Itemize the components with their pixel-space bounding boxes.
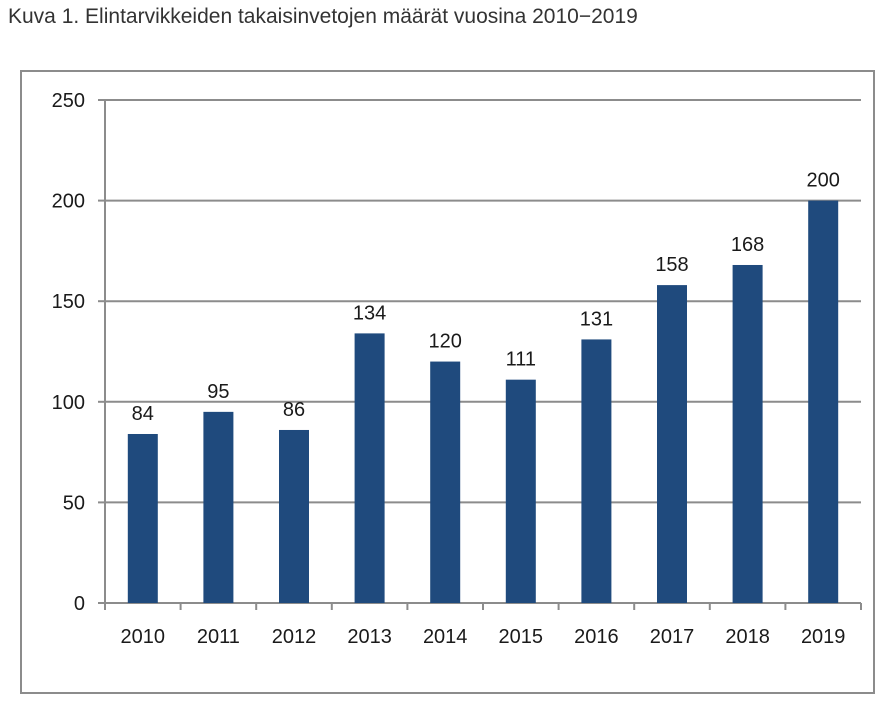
bar-2010	[127, 433, 158, 603]
data-label-2015: 111	[506, 349, 536, 371]
y-tick-label: 50	[63, 492, 85, 514]
bar-2012	[279, 429, 309, 603]
x-tick-label: 2016	[574, 626, 619, 648]
y-tick-label: 0	[74, 593, 85, 615]
y-tick-label: 200	[52, 191, 85, 213]
bar-2011	[203, 411, 234, 603]
x-tick-label: 2015	[499, 626, 544, 648]
data-label-2011: 95	[207, 381, 229, 403]
y-tick-label: 100	[52, 392, 85, 414]
bar-2015	[505, 379, 536, 603]
data-label-2017: 158	[655, 254, 688, 276]
x-tick-label: 2017	[650, 626, 695, 648]
data-label-2012: 86	[283, 399, 305, 421]
x-tick-label: 2018	[725, 626, 770, 648]
bar-2019	[808, 200, 839, 603]
data-label-2016: 131	[580, 308, 613, 330]
bar-2016	[581, 339, 612, 603]
y-tick-label: 250	[52, 90, 85, 112]
x-tick-label: 2013	[347, 626, 392, 648]
x-tick-label: 2010	[121, 626, 166, 648]
y-tick-label: 150	[52, 291, 85, 313]
data-label-2019: 200	[807, 170, 840, 192]
x-tick-label: 2019	[801, 626, 846, 648]
bar-2017	[657, 285, 687, 603]
figure-caption: Kuva 1. Elintarvikkeiden takaisinvetojen…	[8, 5, 638, 28]
bar-2014	[430, 361, 461, 603]
data-label-2013: 134	[353, 302, 386, 324]
data-label-2014: 120	[429, 331, 462, 353]
data-label-2018: 168	[731, 234, 764, 256]
bar-2013	[354, 333, 385, 603]
x-tick-label: 2012	[272, 626, 317, 648]
bar-2018	[732, 264, 763, 603]
x-tick-label: 2014	[423, 626, 468, 648]
data-label-2010: 84	[132, 403, 154, 425]
x-tick-label: 2011	[197, 626, 240, 648]
